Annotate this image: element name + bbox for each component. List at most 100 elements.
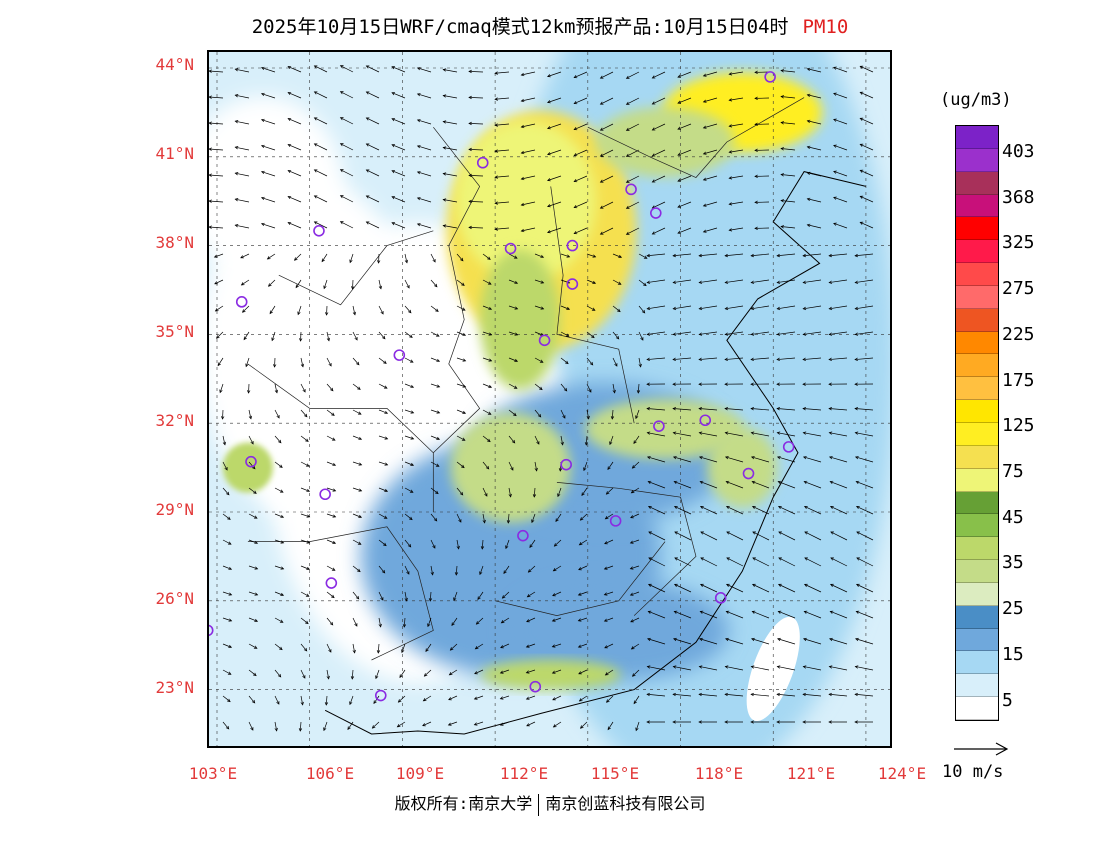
wind-arrow-head [500, 645, 504, 649]
wind-arrow [725, 666, 744, 671]
wind-arrow-head [526, 723, 530, 727]
lat-label-23: 23°N [155, 678, 194, 697]
wind-arrow-head [324, 312, 329, 316]
wind-arrow-head [728, 72, 733, 76]
wind-arrow [652, 97, 666, 105]
wind-arrow-head [651, 231, 656, 235]
wind-arrow [209, 226, 224, 229]
wind-arrow-head [804, 557, 808, 561]
wind-arrow [340, 91, 354, 99]
wind-arrow [855, 253, 874, 257]
wind-arrow [404, 565, 410, 575]
wind-arrow-head [514, 358, 519, 362]
wind-arrow-head [724, 382, 728, 386]
wind-arrow [300, 383, 306, 393]
wind-arrow [648, 531, 666, 541]
wind-arrow [829, 456, 848, 463]
wind-arrow-head [280, 514, 285, 518]
wind-arrow-head [588, 389, 592, 393]
wind-arrow-head [278, 439, 282, 444]
wind-arrow-head [303, 647, 308, 652]
wind-arrow [781, 148, 796, 151]
wind-arrow [375, 669, 380, 679]
wind-arrow-head [725, 506, 730, 510]
wind-arrow [274, 643, 283, 650]
wind-arrow-head [267, 283, 272, 287]
wind-arrow [300, 435, 309, 442]
wind-arrow-head [573, 101, 578, 105]
wind-arrow-head [625, 153, 630, 157]
wind-arrow [300, 591, 310, 597]
wind-arrow [677, 97, 692, 104]
wind-arrow [352, 591, 360, 600]
wind-arrow-head [803, 637, 807, 642]
wind-arrow [378, 331, 386, 340]
wind-arrow [633, 695, 640, 704]
wind-arrow-head [391, 170, 396, 174]
wind-arrow [468, 71, 484, 73]
wind-arrow [554, 539, 562, 547]
wind-arrow-head [514, 332, 519, 336]
wind-arrow [534, 279, 544, 284]
wind-arrow [222, 461, 228, 471]
wind-arrow [352, 513, 362, 518]
wind-arrow [268, 279, 276, 287]
copyright-owner: 版权所有:南京大学 [394, 794, 533, 813]
wind-arrow-head [806, 119, 811, 123]
wind-arrow [378, 539, 387, 546]
wind-arrow-head [750, 456, 755, 460]
wind-arrow-head [578, 671, 582, 675]
wind-arrow [222, 643, 232, 648]
wind-arrow-head [347, 726, 351, 731]
wind-arrow [777, 432, 796, 437]
city-marker [374, 689, 387, 702]
wind-arrow-head [488, 384, 493, 388]
wind-arrow-head [625, 205, 630, 209]
province-boundary [495, 541, 666, 616]
wind-arrow [314, 91, 328, 99]
wind-arrow-head [358, 488, 363, 492]
wind-arrow [482, 357, 492, 362]
wind-arrow-head [828, 431, 833, 435]
wind-arrow [248, 591, 258, 596]
wind-arrow [632, 461, 640, 469]
wind-arrow-head [297, 311, 301, 316]
wind-arrow [271, 331, 276, 341]
wind-arrow-head [373, 700, 377, 705]
wind-arrow [261, 171, 276, 177]
wind-arrow [856, 531, 874, 541]
wind-arrow [424, 669, 432, 677]
colorbar-label-5: 5 [1002, 690, 1013, 711]
wind-arrow-head [468, 225, 472, 230]
wind-arrow [804, 531, 822, 541]
wind-arrow [222, 565, 232, 570]
wind-arrow [586, 253, 596, 258]
wind-arrow-head [432, 258, 436, 263]
wind-arrow [508, 383, 518, 389]
wind-arrow [778, 481, 796, 489]
map-panel[interactable] [207, 50, 892, 748]
wind-arrow-head [854, 332, 859, 336]
wind-arrow-head [724, 306, 729, 311]
wind-arrow-head [625, 101, 630, 105]
wind-arrow [366, 221, 380, 229]
wind-arrow-head [724, 280, 729, 284]
wind-arrow-head [700, 557, 704, 561]
colorbar-swatch [956, 240, 998, 264]
wind-arrow-head [488, 358, 493, 362]
wind-arrow [574, 123, 588, 130]
wind-arrow-head [830, 531, 834, 535]
pm10-map-canvas[interactable] [209, 52, 892, 748]
wind-arrow [726, 531, 744, 541]
wind-arrow-head [802, 357, 806, 362]
coastline [324, 171, 867, 735]
wind-arrow [274, 461, 283, 468]
wind-arrow [349, 695, 354, 705]
wind-arrow-head [803, 506, 808, 510]
wind-arrow [482, 383, 492, 388]
wind-arrow-head [754, 70, 758, 75]
wind-arrow-head [331, 594, 335, 599]
wind-arrow [833, 119, 848, 125]
wind-arrow [830, 557, 848, 567]
wind-arrow [423, 695, 432, 702]
